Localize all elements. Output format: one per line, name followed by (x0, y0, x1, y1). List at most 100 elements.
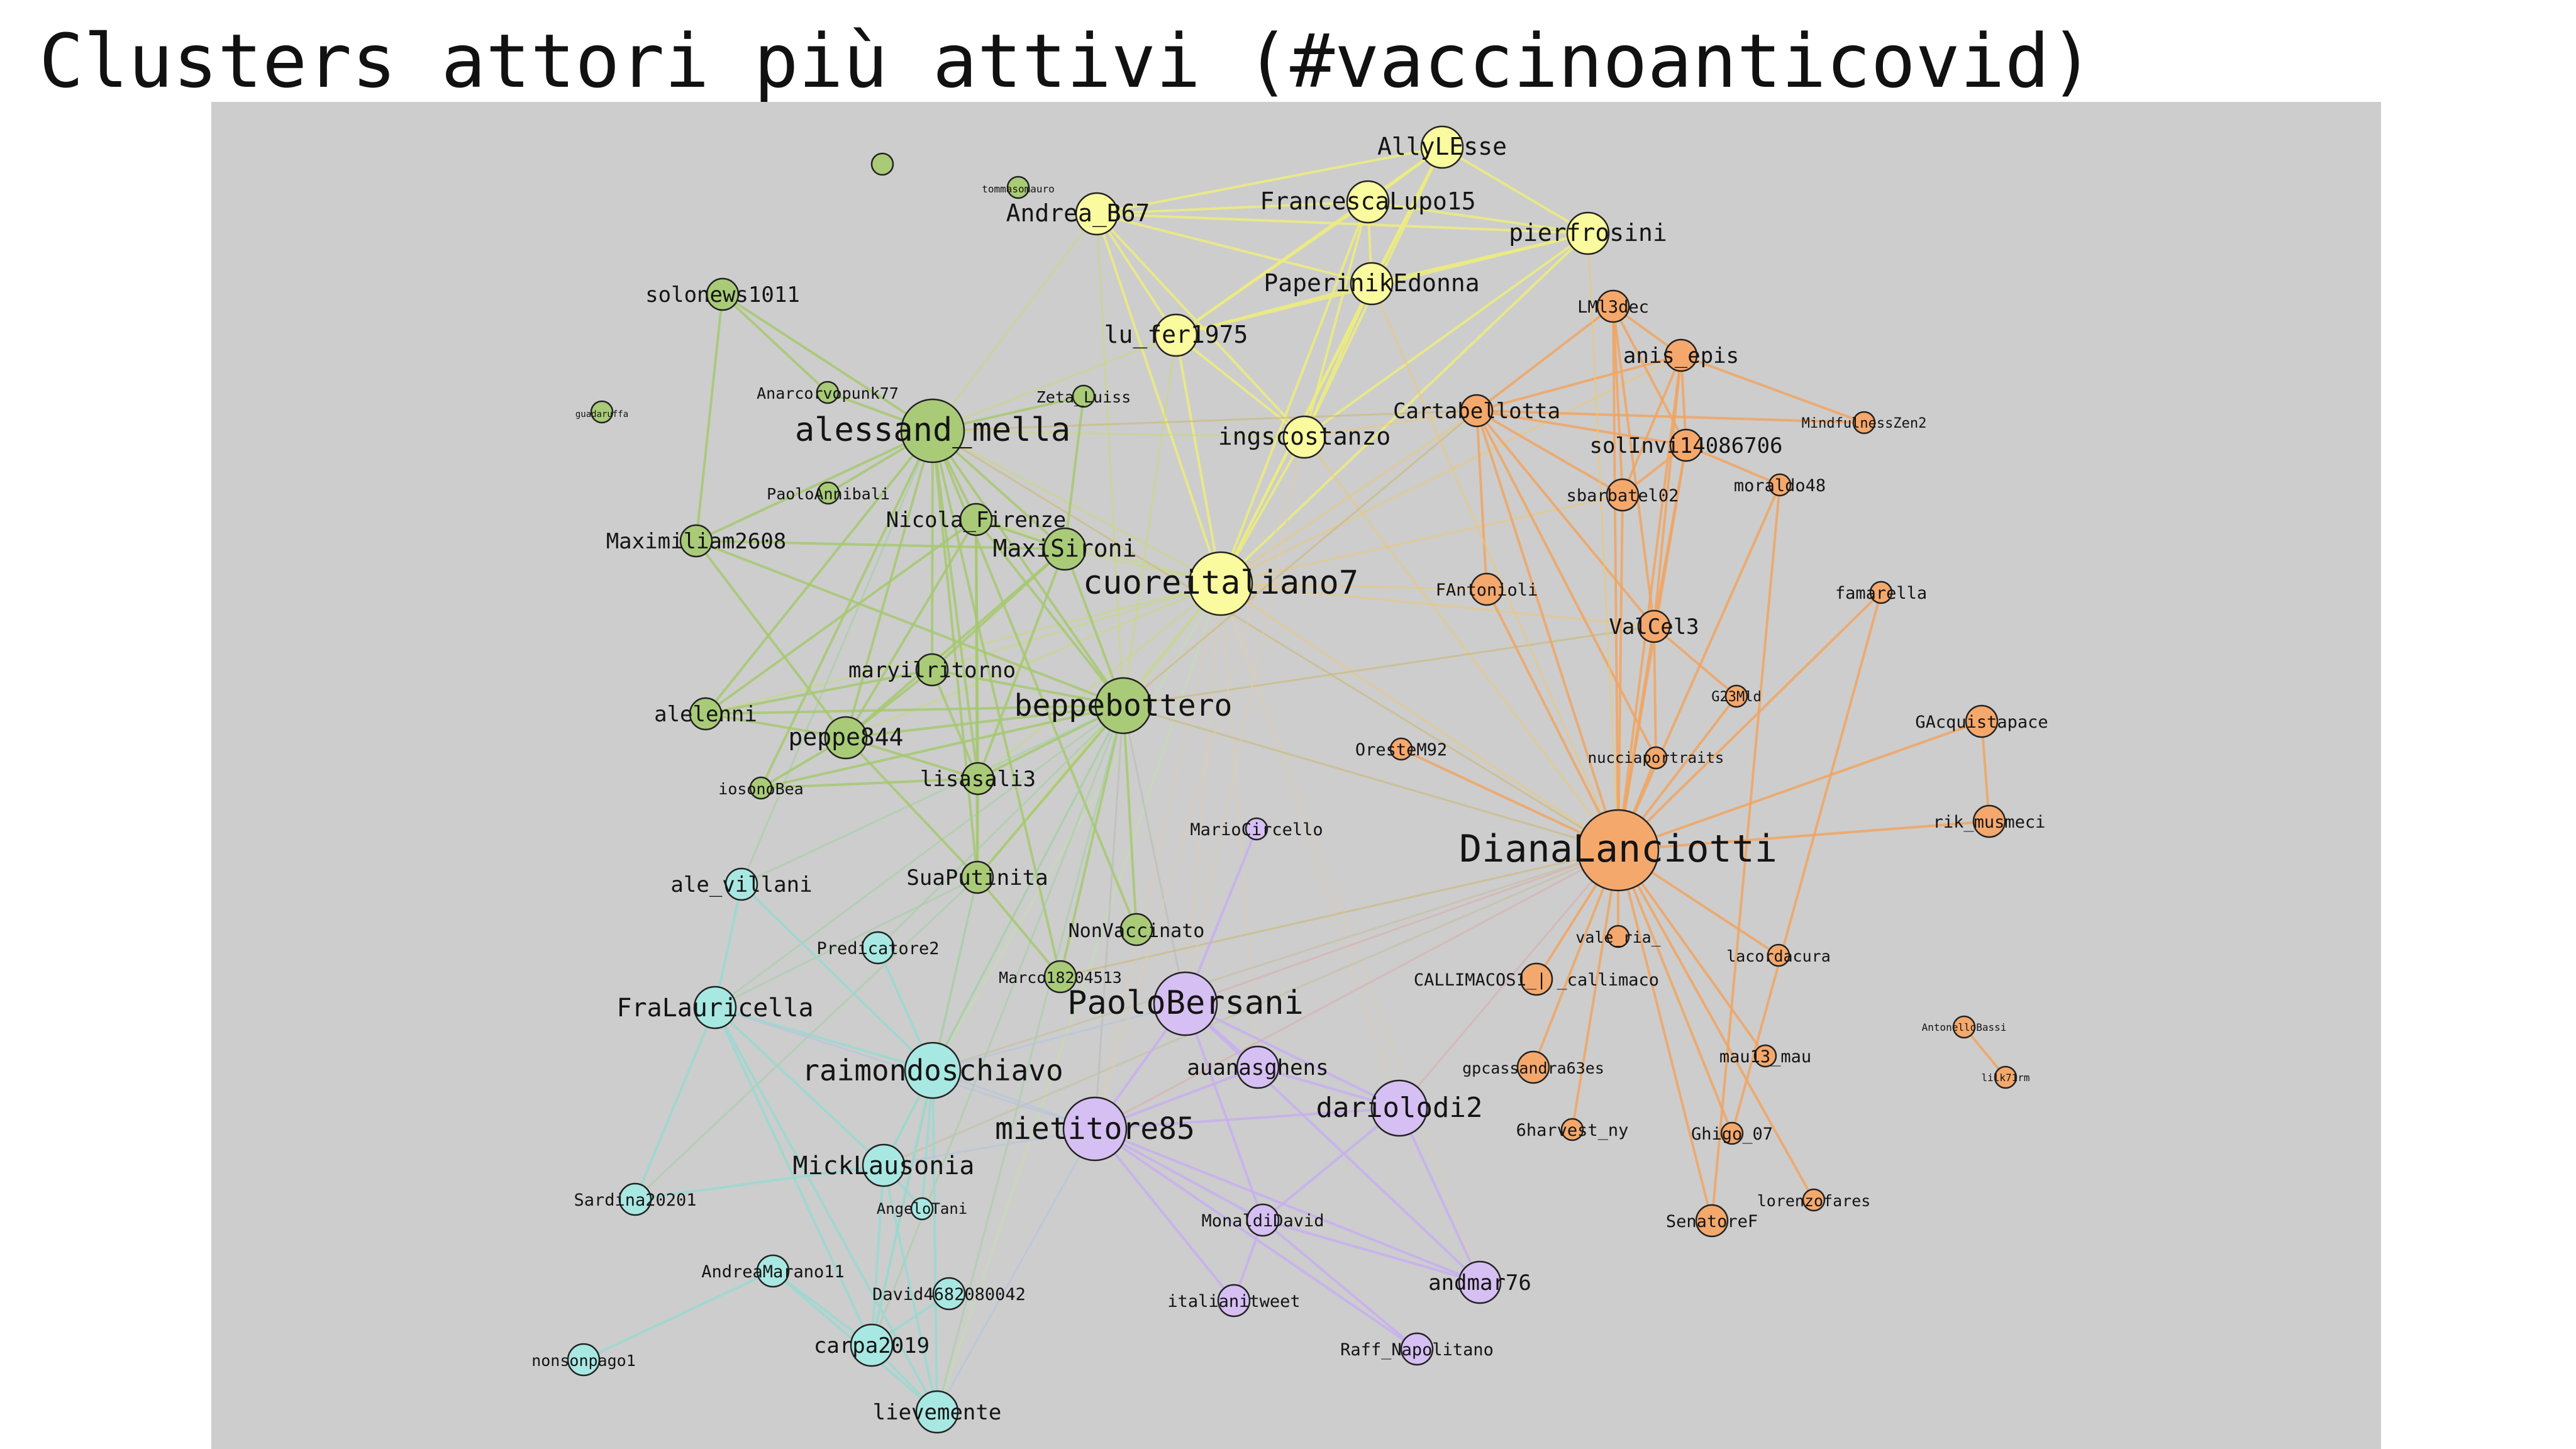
node-label-lievemente: lievemente (873, 1400, 1002, 1425)
node-label-GAcquistapace: GAcquistapace (1915, 713, 2048, 732)
edge-MaxiSironi-lisasali3 (977, 548, 1066, 779)
node-label-mau13_mau: mau13_mau (1719, 1047, 1811, 1067)
edge-DianaLanciotti-mietitore85 (1094, 849, 1619, 1130)
edge-cuoreitaliano7-lisasali3 (977, 582, 1221, 780)
node-moraldo48 (1768, 473, 1792, 497)
node-label-maryilritorno: maryilritorno (848, 658, 1016, 683)
edge-DianaLanciotti-dariolodi2 (1398, 850, 1619, 1109)
node-label-dariolodi2: dariolodi2 (1316, 1092, 1483, 1124)
node-label-PaoloAnnibali: PaoloAnnibali (767, 485, 890, 503)
node-guadaruffa (590, 400, 614, 424)
edge-cuoreitaliano7-alessand_mella (932, 430, 1221, 585)
edge-ingscostanzo-alessand_mella (932, 430, 1305, 438)
edge-Andrea_B67-alessand_mella (931, 213, 1098, 431)
node-label-G23Mld: G23Mld (1711, 689, 1761, 705)
edge-ValCel3-nucciaportraits (1653, 626, 1657, 758)
edge-alessand_mella-DianaLanciotti (932, 430, 1619, 852)
node-Sardina20201 (618, 1182, 652, 1216)
page-title: Clusters attori più attivi (#vaccinoanti… (39, 18, 2094, 104)
edge-SuaPutinita-FraLauricella (714, 876, 978, 1009)
node-maryilritorno (915, 653, 949, 687)
node-label-carpa2019: carpa2019 (814, 1333, 930, 1358)
edge-FraLauricella-raimondoschiavo (714, 1006, 933, 1072)
edge-MaxiSironi-peppe844 (845, 548, 1066, 739)
node-6harvest_ny (1560, 1118, 1584, 1141)
node-label-Ghigo_07: Ghigo_07 (1691, 1124, 1773, 1144)
edge-Cartabellotta-ValCel3 (1475, 409, 1655, 628)
edge-PaperinikEdonna-DianaLanciotti (1370, 283, 1619, 851)
node-label-ValCel3: ValCel3 (1609, 614, 1699, 640)
node-label-sbarbatel02: sbarbatel02 (1567, 486, 1679, 506)
edge-famarella-Ghigo_07 (1731, 592, 1882, 1134)
node-Cartabellotta (1460, 394, 1494, 428)
node-label-AndreaMarano11: AndreaMarano11 (701, 1262, 845, 1282)
edge-FraLauricella-lievemente (714, 1007, 938, 1413)
edge-alessand_mella-peppe844 (845, 430, 934, 738)
edge-anis_epis-ValCel3 (1653, 355, 1682, 627)
node-label-PaperinikEdonna: PaperinikEdonna (1263, 269, 1479, 297)
edge-anis_epis-MindfulnessZen2 (1680, 354, 1865, 424)
edge-Andrea_B67-cuoreitaliano7 (1096, 213, 1222, 584)
node-lorenzofares (1802, 1188, 1826, 1212)
node-lacordacura (1767, 943, 1790, 967)
edge-DianaLanciotti-famarella (1617, 591, 1882, 852)
node-OresteM92 (1389, 737, 1413, 761)
node-label-cuoreitaliano7: cuoreitaliano7 (1083, 564, 1358, 602)
node-label-mietitore85: mietitore85 (995, 1111, 1195, 1146)
edge-Cartabellotta-solInvi14086706 (1476, 409, 1687, 447)
node-label-lorenzofares: lorenzofares (1757, 1192, 1871, 1210)
edge-Andrea_B67-ingscostanzo (1096, 213, 1306, 438)
node-DianaLanciotti (1577, 809, 1660, 892)
node-label-andmar76: andmar76 (1428, 1270, 1531, 1296)
edge-mietitore85-lievemente (936, 1128, 1096, 1413)
edge-FraLauricella-MickLausonia (714, 1006, 885, 1167)
edge-MickLausonia-lievemente (882, 1165, 938, 1413)
edge-alessand_mella-ale_villani (740, 430, 934, 885)
node-label-AllyLEsse: AllyLEsse (1377, 133, 1507, 160)
edge-DianaLanciotti-SenatoreF (1617, 850, 1713, 1221)
edge-alessand_mella-SuaPutinita (931, 430, 979, 878)
node-cuoreitaliano7 (1188, 551, 1253, 616)
edge-MickLausonia-mietitore85 (883, 1128, 1096, 1167)
edge-LMl3dec-Cartabellotta (1475, 305, 1614, 412)
edge-solonews1011-Maximiliam2608 (695, 294, 724, 541)
node-PaoloBersani (1153, 971, 1218, 1036)
nodes-layer (567, 125, 2018, 1434)
edge-mietitore85-italianitweet (1094, 1128, 1235, 1302)
node-ingscostanzo (1282, 415, 1326, 459)
node-label-moraldo48: moraldo48 (1734, 476, 1826, 496)
node-Maximiliam2608 (679, 524, 713, 558)
edge-Maximiliam2608-peppe844 (695, 540, 847, 739)
edge-beppebottero-Cartabellotta (1123, 409, 1477, 707)
node-MonaldiDavid (1246, 1203, 1280, 1237)
edge-lu_fer1975-beppebottero (1122, 335, 1177, 706)
edge-cuoreitaliano7-alelenni (705, 582, 1221, 715)
edge-cuoreitaliano7-lievemente (936, 583, 1222, 1413)
edge-cuoreitaliano7-mietitore85 (1094, 583, 1222, 1130)
edge-pierfrosini-ingscostanzo (1303, 232, 1589, 438)
edge-MonaldiDavid-Raff_Napolitano (1262, 1219, 1418, 1350)
node-label-NonVaccinato: NonVaccinato (1069, 920, 1205, 942)
edge-Cartabellotta-MindfulnessZen2 (1476, 409, 1865, 424)
edge-DianaLanciotti-lorenzofares (1617, 850, 1815, 1201)
node-Marco18204513 (1043, 960, 1077, 994)
node-label-raimondoschiavo: raimondoschiavo (802, 1053, 1063, 1087)
node-anis_epis (1664, 338, 1698, 372)
edge-Cartabellotta-sbarbatel02 (1475, 409, 1624, 496)
node-label-DianaLanciotti: DianaLanciotti (1459, 827, 1777, 871)
edge-MaxiSironi-Zeta_Luiss (1063, 396, 1085, 550)
edge-DianaLanciotti-sbarbatel02 (1617, 494, 1624, 851)
edge-DianaLanciotti-raimondoschiavo (932, 849, 1619, 1072)
node-label-lisasali3: lisasali3 (920, 767, 1036, 792)
node-raimondoschiavo (904, 1041, 962, 1099)
node-label-lacordacura: lacordacura (1726, 947, 1831, 965)
node-SuaPutinita (960, 860, 994, 894)
node-SenatoreF (1695, 1204, 1729, 1238)
node-label-solonews1011: solonews1011 (645, 282, 800, 308)
edge-beppebottero-SuaPutinita (976, 704, 1124, 879)
edge-beppebottero-mietitore85 (1094, 705, 1124, 1130)
edge-PaperinikEdonna-ingscostanzo (1303, 283, 1373, 438)
node-label-CALLIMACOS1: CALLIMACOS1_| _callimaco (1414, 970, 1659, 990)
node-label-vale_ria_: vale_ria_ (1575, 928, 1661, 947)
node-label-guadaruffa: guadaruffa (575, 409, 628, 419)
